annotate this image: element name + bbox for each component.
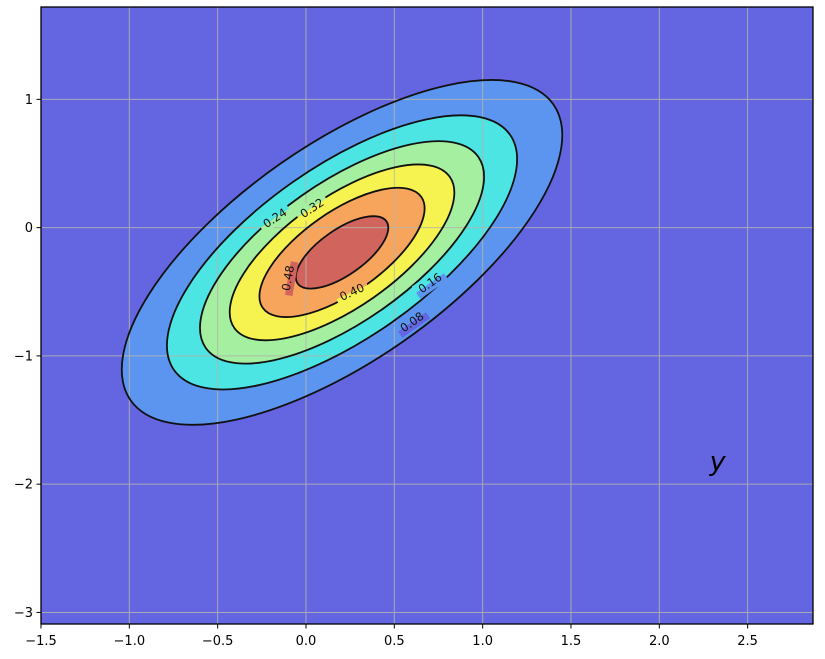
contour-line-0.24	[199, 140, 485, 365]
y-tick-label: −1	[14, 349, 33, 364]
contour-fills	[121, 79, 563, 425]
y-tick-label: −2	[14, 478, 33, 493]
contour-label-patch-outer	[277, 259, 291, 295]
contour-label-patch-inner	[285, 261, 299, 297]
contour-label-patch-outer	[333, 278, 368, 300]
contour-label-patch-outer	[293, 192, 327, 218]
contour-label-patch-outer	[411, 267, 444, 293]
x-tick-label: −1.5	[25, 634, 57, 649]
x-tick-label: 0.0	[296, 634, 317, 649]
contour-label-group: 0.48	[277, 259, 299, 297]
x-tick-label: 0.5	[384, 634, 405, 649]
x-tick-label: 2.5	[737, 634, 758, 649]
contour-line-0.16	[166, 114, 519, 391]
x-tick-label: 2.0	[649, 634, 670, 649]
x-tick-label: 1.5	[561, 634, 582, 649]
x-tick-label: 1.0	[472, 634, 493, 649]
contour-label-patch-outer	[256, 202, 290, 228]
gridlines	[40, 7, 813, 624]
contour-line-0.48	[294, 215, 390, 290]
contour-label-patch-inner	[398, 312, 431, 338]
contour-line-0.08	[120, 79, 564, 426]
x-tick-label: −0.5	[202, 634, 234, 649]
y-tick-label: 0	[25, 221, 33, 236]
contour-label: 0.48	[279, 264, 297, 292]
axes-frame	[40, 6, 814, 625]
contour-label-patch-outer	[393, 306, 426, 332]
contour-label-patch-inner	[416, 273, 449, 299]
y-tick-label: −3	[14, 606, 33, 621]
y-axis: 1 0 −1 −2 −3	[14, 93, 41, 621]
y-tick-label: 1	[25, 93, 33, 108]
contour-lines	[120, 79, 564, 426]
contour-band-0.48	[295, 216, 389, 289]
annotation-y: y	[709, 446, 727, 477]
contour-label-patch-inner	[336, 284, 371, 307]
x-axis: −1.5 −1.0 −0.5 0.0 0.5 1.0 1.5 2.0 2.5	[25, 624, 758, 649]
contour-label-patch-inner	[297, 198, 331, 224]
x-tick-label: −1.0	[114, 634, 146, 649]
contour-label-patch-inner	[260, 208, 294, 234]
